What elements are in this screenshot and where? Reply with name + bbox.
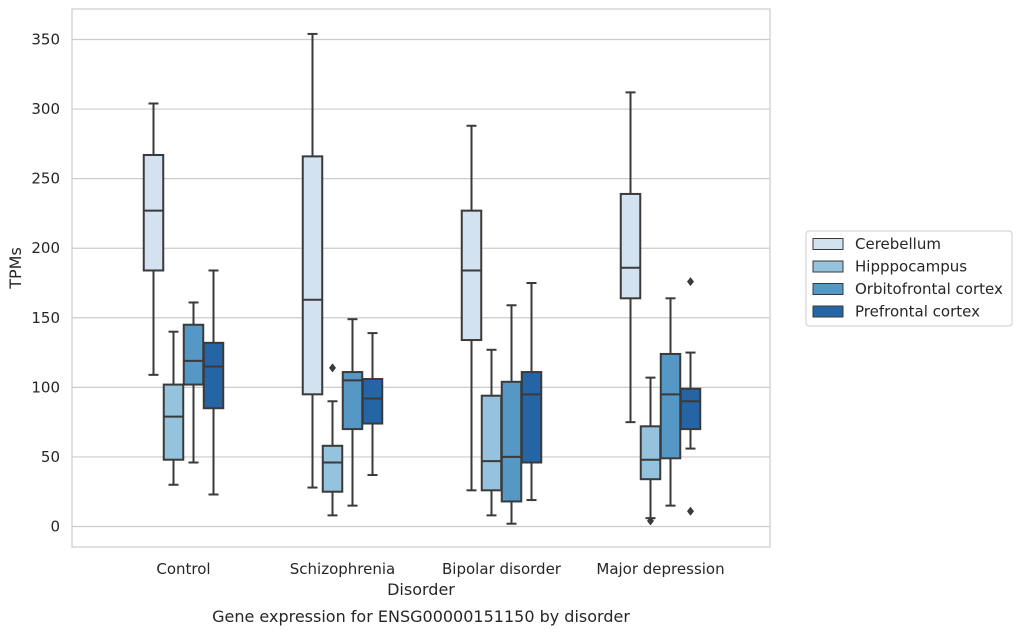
y-tick-label: 150 [31, 309, 60, 327]
legend-item: Prefrontal cortex [812, 303, 980, 321]
box-cerebellum [619, 91, 642, 424]
box-hipppocampus [321, 363, 344, 517]
outlier-point [687, 506, 694, 516]
box-hipppocampus [639, 376, 662, 526]
legend-item: Hipppocampus [812, 258, 967, 276]
box-body [679, 387, 702, 431]
box-orbitofrontal-cortex [182, 301, 205, 464]
box-prefrontal-cortex [679, 277, 702, 516]
x-axis-title: Disorder [387, 580, 455, 599]
legend: Cerebellum Hipppocampus Orbitofrontal cort… [805, 230, 1013, 327]
box-body [361, 378, 384, 425]
y-tick-label: 350 [31, 31, 60, 49]
legend-frame [805, 230, 1013, 327]
y-axis-title: TPMs [6, 247, 25, 290]
y-tick-label: 200 [31, 239, 60, 257]
box-orbitofrontal-cortex [500, 304, 523, 525]
legend-label: Cerebellum [855, 235, 941, 253]
y-tick-label: 0 [50, 518, 60, 536]
legend-swatch [812, 238, 844, 250]
gridlines [72, 38, 770, 528]
box-body [480, 394, 503, 492]
box-hipppocampus [162, 330, 185, 486]
chart-caption: Gene expression for ENSG00000151150 by d… [212, 607, 630, 626]
legend-item: Orbitofrontal cortex [812, 280, 1003, 298]
y-tick-label: 250 [31, 170, 60, 188]
legend-swatch [812, 283, 844, 295]
box-body [182, 323, 205, 386]
x-tick-label: Schizophrenia [290, 560, 395, 578]
box-cerebellum [301, 32, 324, 489]
box-prefrontal-cortex [202, 269, 225, 496]
box-cerebellum [460, 124, 483, 492]
x-tick-label: Bipolar disorder [442, 560, 562, 578]
box-body [162, 383, 185, 461]
y-tick-label: 100 [31, 378, 60, 396]
x-axis-ticks: Control Schizophrenia Bipolar disorder Majo… [156, 560, 724, 578]
x-tick-label: Major depression [596, 560, 724, 578]
legend-swatch [812, 260, 844, 273]
legend-swatch [812, 305, 844, 318]
box-prefrontal-cortex [361, 332, 384, 477]
y-axis-ticks: 0 50 100 150 200 250 300 350 [31, 31, 60, 536]
boxes [142, 32, 702, 526]
legend-item: Cerebellum [812, 235, 941, 253]
outlier-point [687, 277, 694, 287]
box-orbitofrontal-cortex [341, 318, 364, 507]
box-body [321, 444, 344, 493]
box-orbitofrontal-cortex [659, 297, 682, 507]
plot-area-frame [71, 8, 771, 548]
legend-items: Cerebellum Hipppocampus Orbitofrontal cort… [812, 235, 1003, 321]
y-tick-label: 300 [31, 100, 60, 118]
box-body [202, 341, 225, 410]
legend-label: Orbitofrontal cortex [855, 280, 1003, 298]
box-body [301, 155, 324, 396]
box-prefrontal-cortex [520, 282, 543, 502]
legend-label: Hipppocampus [855, 258, 967, 276]
box-body [639, 425, 662, 481]
box-body [619, 192, 642, 300]
outlier-point [647, 516, 654, 526]
box-body [500, 380, 523, 503]
outlier-point [329, 363, 336, 373]
box-body [142, 153, 165, 272]
box-body [520, 371, 543, 464]
box-body [659, 352, 682, 460]
y-tick-label: 50 [41, 448, 60, 466]
legend-label: Prefrontal cortex [855, 303, 980, 321]
x-tick-label: Control [156, 560, 210, 578]
box-cerebellum [142, 102, 165, 376]
box-body [460, 209, 483, 342]
